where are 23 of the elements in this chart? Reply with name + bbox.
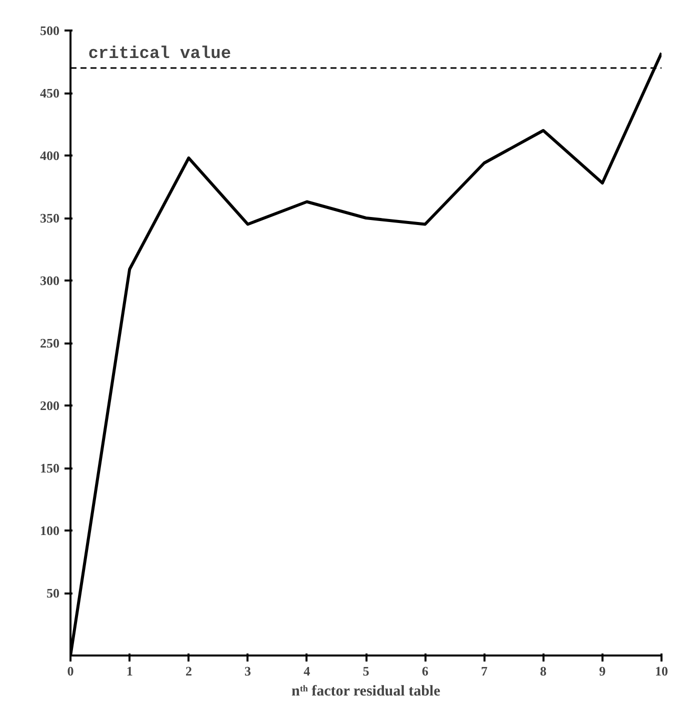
y-tick-label: 250 (40, 336, 60, 350)
x-tick-label: 3 (244, 664, 252, 678)
x-tick-label: 5 (362, 664, 370, 678)
y-tick-label: 200 (40, 398, 60, 413)
x-tick-label: 6 (422, 664, 429, 678)
y-tick-label: 150 (40, 460, 60, 476)
x-tick-label: 7 (480, 664, 488, 678)
y-tick-label: 300 (40, 273, 60, 288)
y-tick-label: 100 (40, 523, 60, 538)
x-axis-title: nᵗʰ factor residual table (291, 684, 441, 700)
x-tick-label: 2 (185, 664, 192, 678)
y-tick-label: 50 (46, 586, 60, 600)
x-tick-label: 10 (655, 664, 668, 678)
y-tick-label: 400 (40, 148, 60, 163)
y-tick-label: 450 (40, 86, 60, 100)
ref-line-label: critical value (88, 45, 232, 64)
x-tick-label: 1 (126, 664, 133, 678)
y-tick-label: 500 (40, 23, 60, 38)
y-tick-label: 350 (40, 210, 60, 226)
x-tick-label: 8 (540, 664, 548, 678)
x-tick-label: 9 (599, 664, 606, 678)
x-tick-label: 0 (67, 664, 74, 678)
x-tick-label: 4 (304, 664, 311, 678)
